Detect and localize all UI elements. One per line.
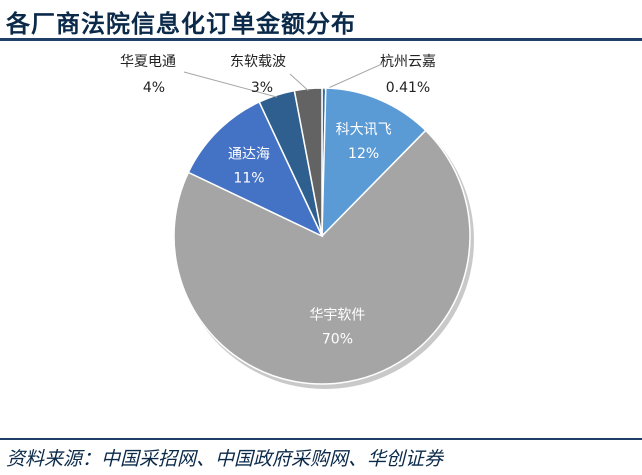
slice-name-label: 杭州云嘉: [380, 54, 436, 70]
slice-name-label: 科大讯飞: [336, 122, 392, 138]
slice-value-label: 3%: [251, 80, 273, 96]
slice-name-label: 东软载波: [230, 54, 286, 70]
slice-name-label: 通达海: [228, 147, 270, 163]
slice-value-label: 0.41%: [386, 80, 430, 96]
pie-slice: [187, 100, 324, 238]
footer-divider: [0, 438, 642, 440]
slice-value-label: 11%: [233, 171, 264, 187]
leader-line: [289, 73, 309, 91]
slice-value-label: 4%: [143, 80, 165, 96]
leader-line: [183, 71, 278, 98]
pie-slice: [293, 87, 323, 237]
title-divider: [0, 38, 642, 41]
pie-slice: [173, 129, 471, 385]
leader-line: [323, 63, 383, 91]
slice-name-label: 华夏电通: [120, 54, 176, 70]
chart-title: 各厂商法院信息化订单金额分布: [6, 10, 356, 38]
slice-value-label: 70%: [322, 331, 353, 347]
source-note: 资料来源：中国采招网、中国政府采购网、华创证券: [6, 448, 444, 470]
pie-slice: [321, 87, 427, 238]
slice-name-label: 华宇软件: [309, 307, 365, 323]
slice-value-label: 12%: [348, 146, 379, 162]
